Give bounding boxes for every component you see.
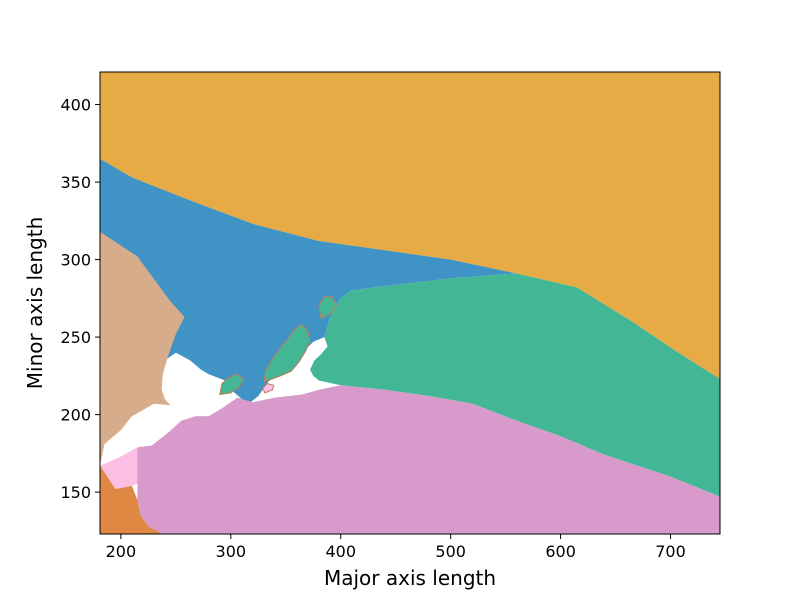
x-tick-label: 300: [216, 542, 247, 561]
y-tick-label: 300: [60, 251, 91, 270]
decision-region-8: [263, 324, 311, 383]
decision-region-1: [100, 72, 720, 379]
y-tick-label: 250: [60, 328, 91, 347]
decision-regions: [100, 72, 720, 534]
x-tick-label: 700: [655, 542, 686, 561]
decision-region-7: [137, 385, 720, 534]
y-axis-label: Minor axis length: [23, 217, 47, 389]
decision-region-6: [100, 465, 165, 534]
y-tick-label: 150: [60, 483, 91, 502]
y-axis-ticks: 150 200 250 300 350 400: [60, 96, 100, 502]
x-tick-label: 500: [435, 542, 466, 561]
x-axis-ticks: 200 300 400 500 600 700: [106, 534, 686, 561]
y-tick-label: 400: [60, 96, 91, 115]
y-tick-label: 200: [60, 406, 91, 425]
x-tick-label: 200: [106, 542, 137, 561]
y-tick-label: 350: [60, 173, 91, 192]
x-tick-label: 600: [545, 542, 576, 561]
decision-region-3: [100, 231, 185, 466]
decision-region-10: [318, 296, 337, 320]
decision-region-9: [219, 373, 245, 396]
plot-frame: [99, 71, 721, 535]
decision-region-4: [310, 273, 720, 497]
decision-region-11: [262, 383, 275, 394]
decision-region-2: [100, 158, 517, 415]
x-tick-label: 400: [325, 542, 356, 561]
x-axis-label: Major axis length: [324, 566, 496, 590]
